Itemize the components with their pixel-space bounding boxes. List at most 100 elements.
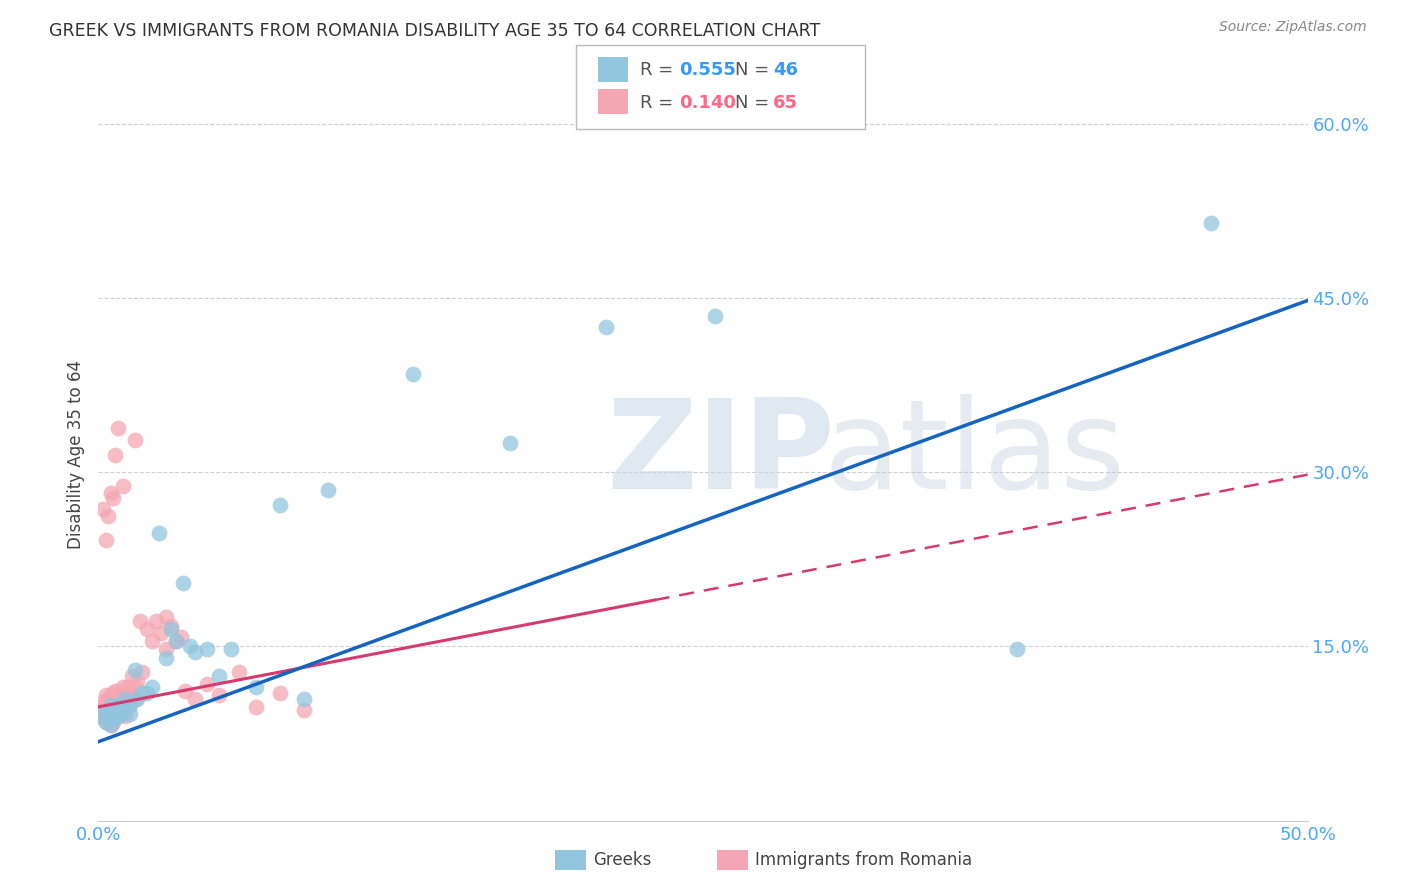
Point (184, 645, 207, 659)
Point (108, 691, 131, 706)
Point (228, 665, 250, 679)
Point (124, 433, 146, 447)
Point (169, 630, 191, 644)
Point (108, 699, 131, 714)
Point (107, 688, 129, 702)
Point (127, 691, 149, 706)
Text: 0.140: 0.140 (679, 94, 735, 112)
Point (179, 640, 201, 654)
Point (128, 614, 150, 628)
Point (111, 699, 134, 714)
Point (184, 691, 207, 706)
Point (104, 448, 127, 462)
Text: R =: R = (640, 62, 679, 79)
Point (221, 641, 243, 656)
Point (101, 711, 124, 725)
Point (131, 686, 153, 700)
Point (108, 698, 131, 712)
Point (118, 698, 141, 712)
Point (100, 688, 122, 702)
Point (292, 691, 315, 706)
Point (292, 703, 315, 717)
Point (101, 686, 124, 700)
Point (121, 668, 143, 682)
Point (165, 633, 187, 648)
Point (165, 633, 187, 648)
Point (101, 703, 124, 717)
Point (155, 610, 177, 624)
Point (101, 703, 124, 717)
Point (118, 691, 141, 706)
Text: atlas: atlas (824, 394, 1126, 516)
Point (155, 641, 177, 656)
Point (100, 718, 122, 732)
Point (174, 683, 197, 698)
Point (208, 688, 231, 702)
Point (135, 622, 157, 636)
Point (316, 483, 339, 497)
Point (91, 502, 114, 516)
Point (118, 686, 141, 700)
Point (131, 665, 153, 679)
Point (97, 691, 120, 706)
Point (114, 709, 136, 723)
Point (141, 680, 163, 694)
Point (97, 711, 120, 725)
Point (100, 703, 122, 717)
Point (104, 711, 127, 725)
Point (104, 698, 127, 712)
Point (124, 691, 146, 706)
Point (111, 479, 134, 493)
Point (172, 575, 194, 590)
Point (124, 663, 146, 677)
Text: R =: R = (640, 94, 679, 112)
Point (195, 641, 218, 656)
Point (100, 486, 122, 500)
Point (94, 699, 117, 714)
Point (107, 699, 129, 714)
Point (91, 703, 114, 717)
Point (94, 533, 117, 547)
Point (94, 714, 117, 729)
Point (97, 709, 120, 723)
Text: N =: N = (735, 62, 775, 79)
Point (1007, 641, 1029, 656)
Text: Source: ZipAtlas.com: Source: ZipAtlas.com (1219, 20, 1367, 34)
Point (245, 699, 267, 714)
Point (107, 709, 129, 723)
Text: 65: 65 (773, 94, 799, 112)
Point (90, 699, 112, 714)
Text: Greeks: Greeks (593, 851, 652, 869)
Point (100, 718, 122, 732)
Point (114, 691, 136, 706)
Point (94, 706, 117, 721)
Point (269, 498, 291, 512)
Text: Immigrants from Romania: Immigrants from Romania (755, 851, 972, 869)
Point (1199, 216, 1222, 230)
Text: 0.555: 0.555 (679, 62, 735, 79)
Point (145, 614, 167, 628)
Point (94, 703, 117, 717)
Point (595, 320, 617, 334)
Point (91, 711, 114, 725)
Point (91, 695, 114, 709)
Point (245, 680, 267, 694)
Point (107, 421, 129, 435)
Point (100, 709, 122, 723)
Point (104, 709, 127, 723)
Point (101, 491, 124, 505)
Point (100, 698, 122, 712)
Point (208, 668, 231, 682)
Point (150, 625, 173, 640)
Point (97, 703, 120, 717)
Point (104, 703, 127, 717)
Point (97, 509, 120, 524)
Point (90, 706, 112, 721)
Point (114, 688, 136, 702)
Point (101, 714, 124, 729)
Point (111, 680, 134, 694)
Text: GREEK VS IMMIGRANTS FROM ROMANIA DISABILITY AGE 35 TO 64 CORRELATION CHART: GREEK VS IMMIGRANTS FROM ROMANIA DISABIL… (49, 22, 821, 40)
Point (91, 709, 114, 723)
Text: N =: N = (735, 94, 775, 112)
Text: ZIP: ZIP (606, 394, 835, 516)
